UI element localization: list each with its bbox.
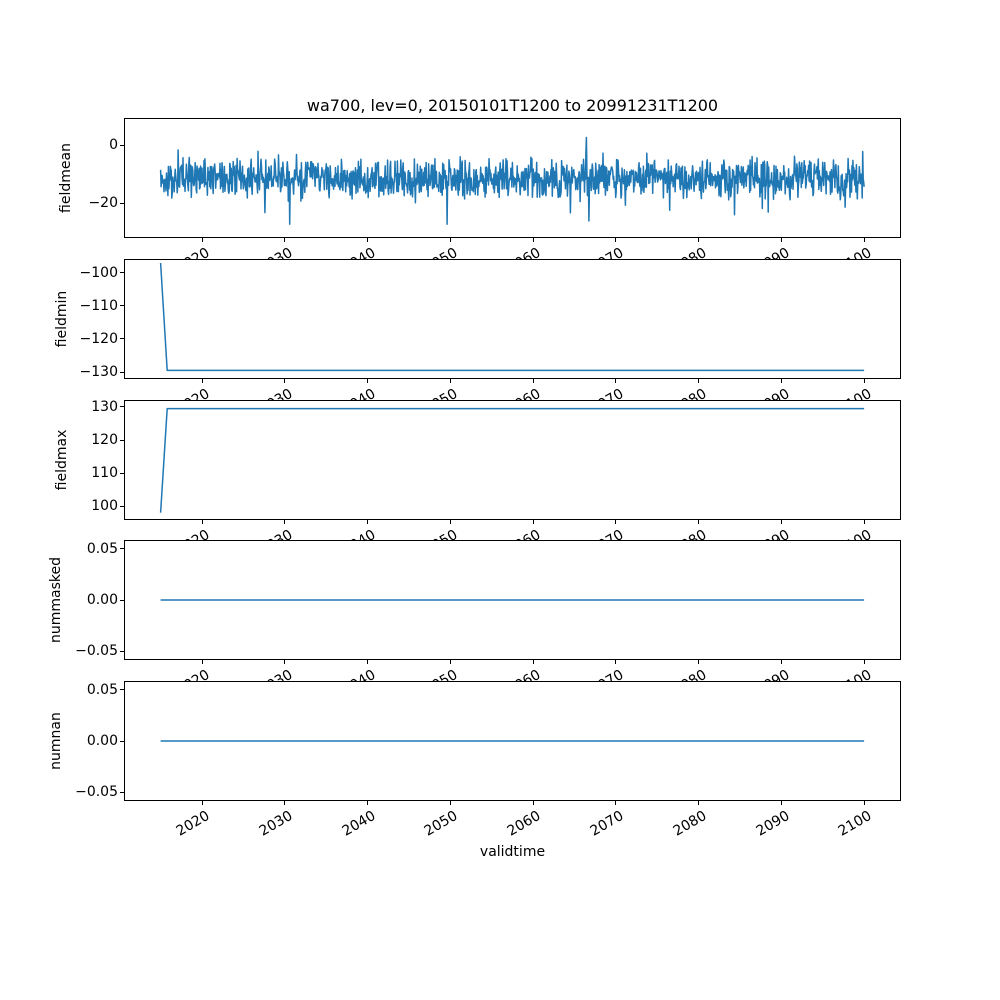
fieldmean-axis-label: fieldmean: [58, 143, 74, 213]
x-tick-mark: [284, 238, 286, 242]
y-tick-mark: [120, 144, 124, 146]
y-tick-label: 100: [91, 498, 118, 515]
x-tick-mark: [284, 520, 286, 524]
y-tick-label: −110: [79, 297, 118, 314]
subplot-fieldmean-axes: [124, 118, 901, 238]
x-tick-mark: [698, 801, 700, 805]
x-tick-mark: [367, 238, 369, 242]
y-tick-label: −0.05: [75, 643, 118, 660]
numnan-axis-label: numnan: [48, 712, 64, 770]
x-tick-mark: [532, 801, 534, 805]
x-tick-mark: [449, 801, 451, 805]
fieldmean-line: [159, 136, 865, 225]
y-tick-mark: [120, 406, 124, 408]
x-tick-mark: [284, 660, 286, 664]
x-tick-mark: [532, 379, 534, 383]
x-tick-mark: [449, 520, 451, 524]
fieldmin-line: [159, 262, 865, 372]
x-tick-mark: [367, 520, 369, 524]
x-tick-mark: [615, 660, 617, 664]
y-tick-mark: [120, 305, 124, 307]
y-tick-label: 130: [91, 398, 118, 415]
subplot-nummasked-axes: [124, 540, 901, 660]
figure-title: wa700, lev=0, 20150101T1200 to 20991231T…: [306, 96, 719, 115]
x-tick-mark: [698, 238, 700, 242]
x-tick-mark: [863, 379, 865, 383]
y-tick-label: −130: [79, 364, 118, 381]
x-tick-mark: [863, 520, 865, 524]
y-tick-mark: [120, 548, 124, 550]
y-tick-label: 0.00: [86, 592, 118, 608]
x-tick-mark: [284, 379, 286, 383]
x-tick-mark: [615, 520, 617, 524]
y-tick-mark: [120, 689, 124, 691]
x-tick-mark: [201, 660, 203, 664]
y-tick-label: 0.05: [86, 540, 118, 557]
fieldmax-plot: [159, 407, 865, 513]
subplot-numnan-axes: [124, 681, 901, 801]
y-tick-label: −20: [88, 195, 118, 212]
fieldmax-line: [159, 407, 865, 513]
x-tick-mark: [781, 520, 783, 524]
y-tick-mark: [120, 472, 124, 474]
y-tick-label: −0.05: [75, 784, 118, 801]
x-tick-mark: [781, 801, 783, 805]
x-tick-mark: [367, 660, 369, 664]
x-tick-mark: [201, 520, 203, 524]
y-tick-label: 0.05: [86, 681, 118, 698]
nummasked-plot: [160, 599, 865, 601]
x-tick-mark: [698, 379, 700, 383]
x-tick-mark: [532, 520, 534, 524]
y-tick-mark: [120, 202, 124, 204]
y-tick-label: 0.00: [86, 733, 118, 749]
y-tick-mark: [120, 272, 124, 274]
fieldmean-plot: [159, 136, 865, 225]
y-tick-mark: [120, 740, 124, 742]
x-tick-mark: [449, 660, 451, 664]
nummasked-axis-label: nummasked: [48, 557, 64, 644]
x-tick-mark: [863, 801, 865, 805]
x-tick-mark: [615, 379, 617, 383]
fieldmax-axis-label: fieldmax: [54, 429, 70, 491]
x-tick-mark: [284, 801, 286, 805]
y-tick-mark: [120, 371, 124, 373]
y-tick-mark: [120, 650, 124, 652]
x-tick-mark: [201, 379, 203, 383]
subplot-fieldmin-axes: [124, 259, 901, 379]
x-tick-mark: [615, 238, 617, 242]
x-tick-mark: [367, 379, 369, 383]
x-tick-mark: [781, 238, 783, 242]
x-tick-mark: [615, 801, 617, 805]
y-tick-mark: [120, 439, 124, 441]
x-tick-mark: [449, 238, 451, 242]
x-tick-mark: [698, 660, 700, 664]
x-tick-mark: [201, 238, 203, 242]
y-tick-label: 0: [109, 137, 118, 154]
y-tick-label: −100: [79, 264, 118, 281]
y-tick-label: 110: [91, 465, 118, 482]
x-tick-mark: [781, 379, 783, 383]
x-axis-label: validtime: [479, 844, 546, 860]
numnan-plot: [160, 740, 865, 742]
subplot-fieldmax-axes: [124, 400, 901, 520]
fieldmin-plot: [159, 262, 865, 372]
y-tick-label: −120: [79, 330, 118, 347]
x-tick-mark: [532, 660, 534, 664]
y-tick-mark: [120, 505, 124, 507]
y-tick-label: 120: [91, 432, 118, 448]
fieldmin-axis-label: fieldmin: [54, 290, 70, 348]
y-tick-mark: [120, 791, 124, 793]
x-tick-mark: [201, 801, 203, 805]
y-tick-mark: [120, 599, 124, 601]
x-tick-mark: [781, 660, 783, 664]
x-tick-mark: [863, 660, 865, 664]
x-tick-mark: [367, 801, 369, 805]
x-tick-mark: [698, 520, 700, 524]
x-tick-mark: [449, 379, 451, 383]
x-tick-mark: [532, 238, 534, 242]
x-tick-mark: [863, 238, 865, 242]
y-tick-mark: [120, 338, 124, 340]
